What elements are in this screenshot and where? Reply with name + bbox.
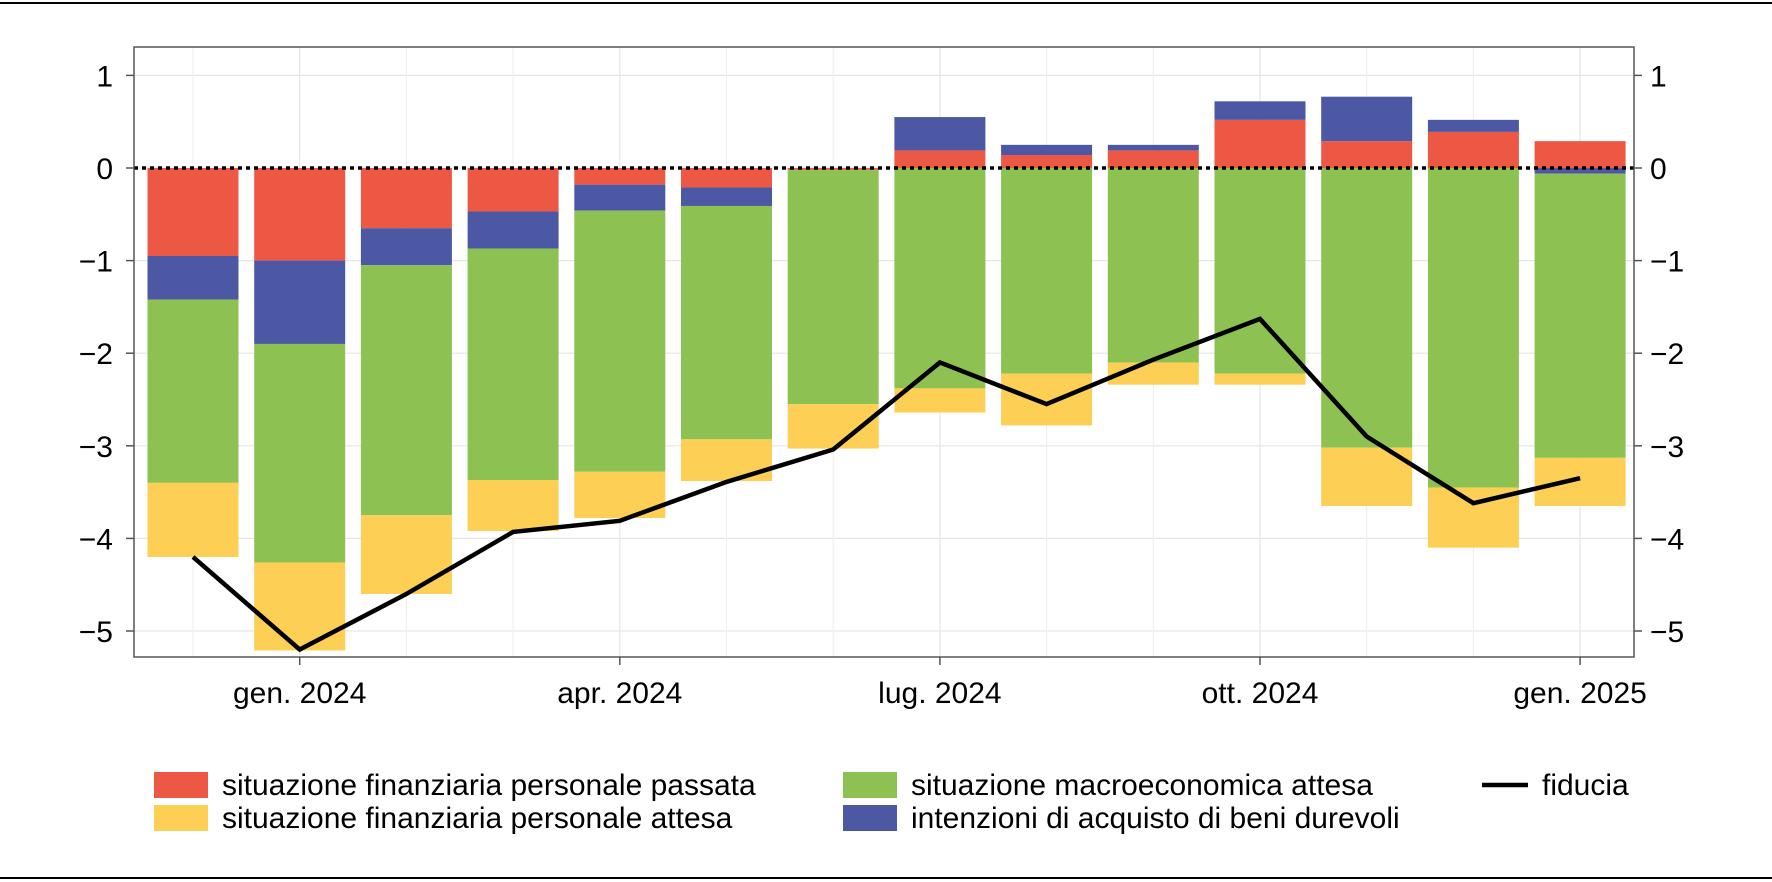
bar-segment xyxy=(1427,119,1519,132)
y-tick-label: 0 xyxy=(96,153,113,186)
legend-swatch xyxy=(154,772,208,798)
y-axis-right: 1 0 −1 −2 −3 −4 −5 xyxy=(1634,60,1684,649)
legend-label: intenzioni di acquisto di beni durevoli xyxy=(911,802,1400,835)
bar-segment xyxy=(1427,168,1519,488)
bar-segment xyxy=(147,299,239,483)
legend-item: fiducia xyxy=(1482,769,1629,802)
bar-segment xyxy=(360,168,452,229)
bar-segment xyxy=(681,205,772,440)
x-tick-label: lug. 2024 xyxy=(878,677,1001,710)
bar-segment xyxy=(894,150,986,168)
line-series-fiducia xyxy=(191,316,1581,653)
bar-segment xyxy=(147,482,239,557)
bars xyxy=(147,96,1626,651)
y-tick-label: −1 xyxy=(1650,246,1684,279)
bar-segment xyxy=(254,343,346,563)
bar-segment xyxy=(1321,168,1413,448)
y-tick-label: −5 xyxy=(79,616,113,649)
bar-segment xyxy=(254,260,346,344)
bar-segment xyxy=(1001,155,1093,168)
bar-segment xyxy=(254,562,346,651)
legend-label: situazione finanziaria personale passata xyxy=(222,769,756,802)
bar-segment xyxy=(1107,144,1199,151)
bar-segment xyxy=(787,169,879,405)
bar-segment xyxy=(894,117,986,151)
bar-segment xyxy=(1214,373,1306,385)
bar-segment xyxy=(1427,131,1519,168)
bar-segment xyxy=(1214,119,1306,168)
bar-segment xyxy=(360,265,452,516)
y-tick-label: −5 xyxy=(1650,616,1684,649)
y-tick-label: 0 xyxy=(1650,153,1667,186)
bar-segment xyxy=(360,515,452,594)
y-tick-label: −1 xyxy=(79,246,113,279)
bar-segment xyxy=(1534,173,1626,458)
y-tick-label: −2 xyxy=(1650,338,1684,371)
bar-segment xyxy=(574,168,666,185)
bar-segment xyxy=(147,168,239,256)
legend-swatch xyxy=(154,805,208,831)
bar-segment xyxy=(1001,168,1093,374)
bar-segment xyxy=(147,255,239,300)
y-tick-label: −4 xyxy=(79,523,113,556)
legend-swatch xyxy=(843,772,897,798)
bar-segment xyxy=(1214,168,1306,374)
bar-segment xyxy=(681,439,772,481)
bar-segment xyxy=(574,184,666,211)
legend-item: situazione finanziaria personale passata xyxy=(154,769,756,802)
y-tick-label: −3 xyxy=(79,431,113,464)
bar-segment xyxy=(467,211,559,249)
legend-item: situazione finanziaria personale attesa xyxy=(154,802,733,835)
bar-segment xyxy=(574,210,666,472)
y-axis-left: 1 0 −1 −2 −3 −4 −5 xyxy=(79,60,134,649)
bar-segment xyxy=(1001,373,1093,426)
bar-segment xyxy=(1321,141,1413,168)
x-tick-label: apr. 2024 xyxy=(557,677,682,710)
bar-segment xyxy=(360,228,452,266)
y-tick-label: −4 xyxy=(1650,523,1684,556)
y-tick-label: 1 xyxy=(96,60,113,93)
bar-segment xyxy=(1534,168,1626,174)
bar-segment xyxy=(1107,168,1199,363)
x-tick-label: gen. 2025 xyxy=(1513,677,1646,710)
bar-segment xyxy=(894,388,986,413)
bar-segment xyxy=(1107,150,1199,168)
bar-segment xyxy=(467,480,559,531)
bar-segment xyxy=(1534,141,1626,168)
y-tick-label: 1 xyxy=(1650,60,1667,93)
legend-label: situazione finanziaria personale attesa xyxy=(222,802,733,835)
bar-segment xyxy=(1214,101,1306,120)
legend: situazione finanziaria personale passata… xyxy=(154,769,1629,835)
bar-segment xyxy=(467,248,559,481)
bar-segment xyxy=(1321,96,1413,142)
x-tick-label: ott. 2024 xyxy=(1202,677,1319,710)
bar-segment xyxy=(681,187,772,206)
legend-item: intenzioni di acquisto di beni durevoli xyxy=(843,802,1400,835)
legend-label: situazione macroeconomica attesa xyxy=(911,769,1373,802)
bar-segment xyxy=(467,168,559,212)
y-tick-label: −2 xyxy=(79,338,113,371)
x-axis: gen. 2024 apr. 2024 lug. 2024 ott. 2024 gen.… xyxy=(233,657,1647,710)
legend-label: fiducia xyxy=(1542,769,1629,802)
plot-frame xyxy=(133,46,1635,658)
bar-segment xyxy=(894,168,986,389)
x-tick-label: gen. 2024 xyxy=(233,677,366,710)
legend-swatch xyxy=(843,805,897,831)
bar-segment xyxy=(681,168,772,188)
y-tick-label: −3 xyxy=(1650,431,1684,464)
bar-segment xyxy=(1534,457,1626,506)
bar-segment xyxy=(254,168,346,261)
legend-item: situazione macroeconomica attesa xyxy=(843,769,1373,802)
bar-segment xyxy=(1001,144,1093,156)
